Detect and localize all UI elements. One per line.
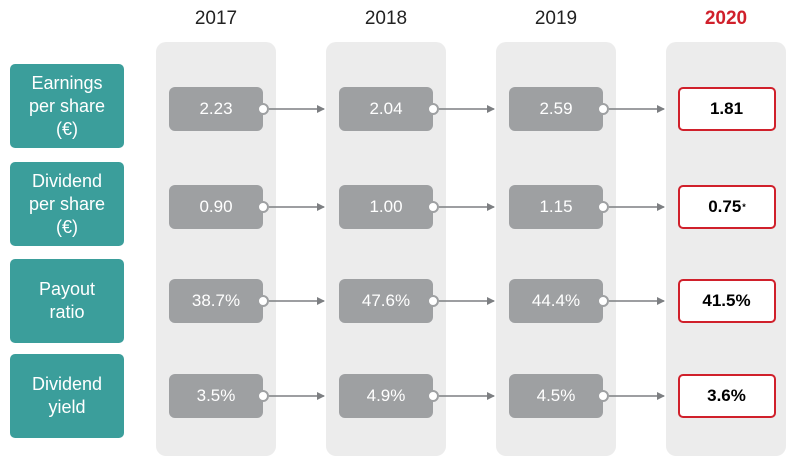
eps-2019-cell: 2.59	[509, 87, 609, 131]
row-label-dividend-yield: Dividend yield	[10, 354, 124, 438]
connector-dot	[427, 390, 439, 402]
year-header-2018: 2018	[364, 8, 408, 29]
dps-2020-footnote-mark: *	[742, 202, 746, 212]
connector-dot	[597, 390, 609, 402]
payout-2018-value: 47.6%	[361, 291, 411, 310]
yield-2019-cell: 4.5%	[509, 374, 609, 418]
yield-2017-cell: 3.5%	[169, 374, 269, 418]
yield-2018-value: 4.9%	[366, 386, 406, 405]
connector-dot	[597, 295, 609, 307]
yield-2020-cell: 3.6%	[678, 374, 776, 418]
dps-2020-cell: 0.75 *	[678, 185, 776, 229]
payout-2020-value: 41.5%	[702, 291, 751, 310]
row-label-dividend-per-share: Dividend per share (€)	[10, 162, 124, 246]
yield-2018-cell: 4.9%	[339, 374, 439, 418]
connector-dot	[257, 201, 269, 213]
eps-2019-value: 2.59	[539, 99, 573, 118]
row-label-earnings-per-share: Earnings per share (€)	[10, 64, 124, 148]
connector-dot	[257, 390, 269, 402]
dps-2019-value: 1.15	[539, 197, 573, 216]
dps-2020-value: 0.75	[708, 197, 742, 216]
connector-dot	[597, 201, 609, 213]
payout-2018-cell: 47.6%	[339, 279, 439, 323]
dps-2017-cell: 0.90	[169, 185, 269, 229]
yield-2020-value: 3.6%	[707, 386, 746, 405]
year-header-2020: 2020	[704, 8, 748, 29]
connector-dot	[427, 103, 439, 115]
payout-2019-value: 44.4%	[531, 291, 581, 310]
dps-2019-cell: 1.15	[509, 185, 609, 229]
year-header-2019: 2019	[534, 8, 578, 29]
connector-dot	[597, 103, 609, 115]
dps-2017-value: 0.90	[199, 197, 233, 216]
eps-2020-cell: 1.81	[678, 87, 776, 131]
eps-2020-value: 1.81	[709, 99, 744, 118]
yield-2017-value: 3.5%	[196, 386, 236, 405]
connector-dot	[427, 295, 439, 307]
payout-2017-value: 38.7%	[191, 291, 241, 310]
eps-2017-cell: 2.23	[169, 87, 269, 131]
connector-dot	[257, 295, 269, 307]
year-header-2017: 2017	[194, 8, 238, 29]
dps-2018-value: 1.00	[369, 197, 403, 216]
eps-2018-cell: 2.04	[339, 87, 439, 131]
connector-dot	[427, 201, 439, 213]
yield-2019-value: 4.5%	[536, 386, 576, 405]
payout-2017-cell: 38.7%	[169, 279, 269, 323]
payout-2020-cell: 41.5%	[678, 279, 776, 323]
connector-dot	[257, 103, 269, 115]
dps-2018-cell: 1.00	[339, 185, 439, 229]
eps-2018-value: 2.04	[369, 99, 403, 118]
eps-2017-value: 2.23	[199, 99, 233, 118]
row-label-payout-ratio: Payout ratio	[10, 259, 124, 343]
payout-2019-cell: 44.4%	[509, 279, 609, 323]
